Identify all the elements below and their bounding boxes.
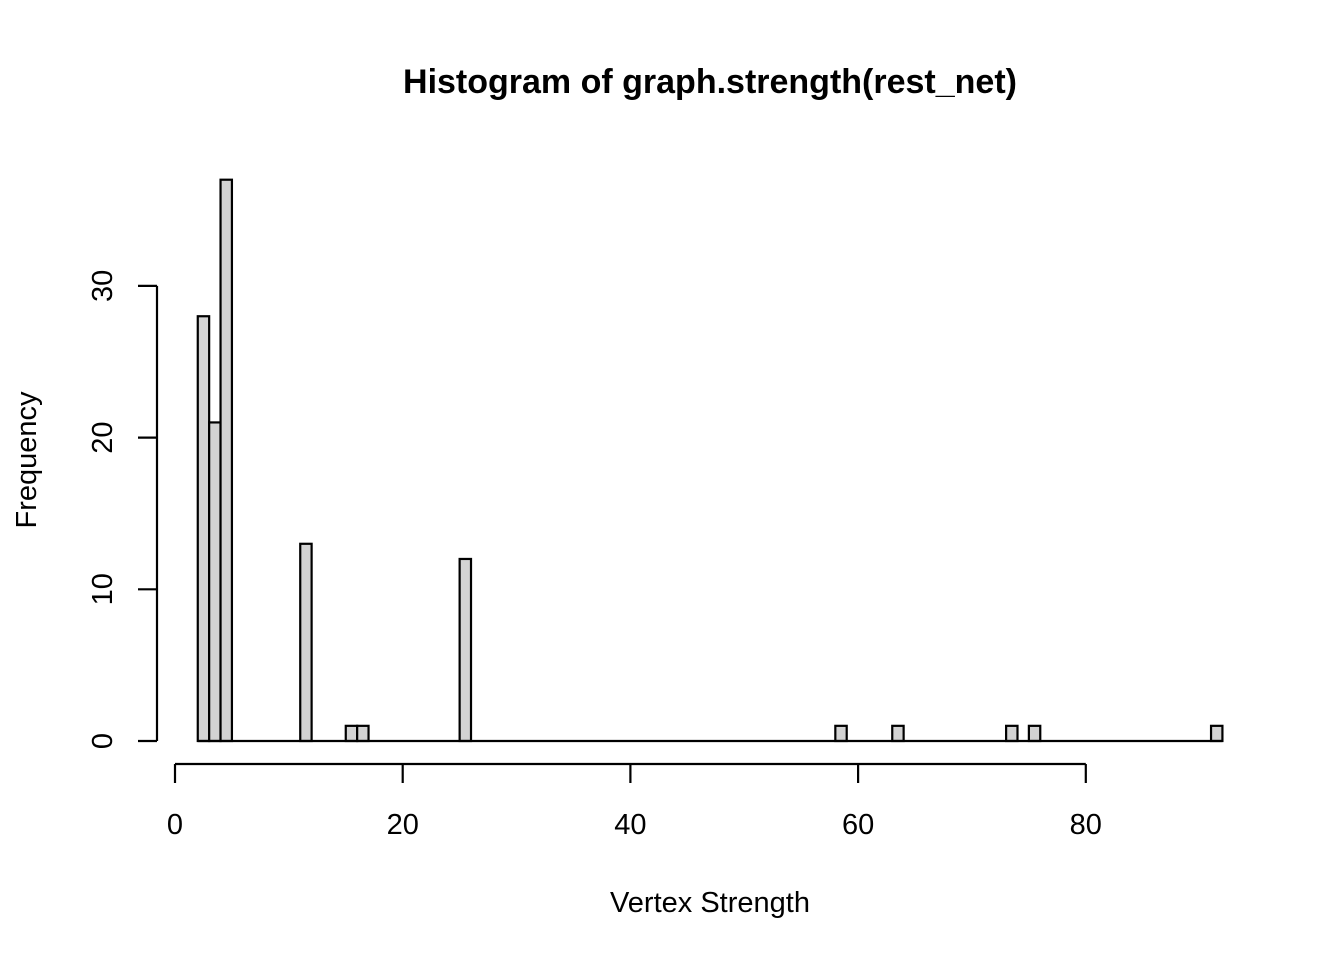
x-tick-label: 0: [167, 809, 183, 841]
x-tick-label: 40: [614, 809, 646, 841]
x-axis-label: Vertex Strength: [610, 887, 810, 919]
y-tick-label: 30: [87, 270, 119, 302]
y-tick-label: 0: [87, 733, 119, 749]
histogram-bar-11: [1211, 726, 1222, 741]
histogram-bar-9: [1006, 726, 1017, 741]
y-tick-label: 10: [87, 573, 119, 605]
histogram-bar-1: [209, 422, 220, 741]
bars-group: [198, 180, 1223, 741]
y-tick-label: 20: [87, 421, 119, 453]
x-axis: 0 20 40 60 80: [167, 764, 1102, 841]
chart-title: Histogram of graph.strength(rest_net): [403, 63, 1017, 101]
histogram-bar-6: [460, 559, 471, 741]
x-tick-label: 60: [842, 809, 874, 841]
y-axis-label: Frequency: [11, 391, 43, 529]
histogram-bar-4: [346, 726, 357, 741]
histogram-bar-7: [835, 726, 846, 741]
histogram-bar-10: [1029, 726, 1040, 741]
histogram-bar-3: [300, 544, 311, 741]
histogram-bar-5: [357, 726, 368, 741]
histogram-bar-8: [892, 726, 903, 741]
histogram-bar-0: [198, 316, 209, 741]
y-axis: 0 10 20 30: [87, 270, 157, 749]
x-tick-label: 80: [1070, 809, 1102, 841]
x-tick-label: 20: [387, 809, 419, 841]
histogram-bar-2: [221, 180, 232, 741]
